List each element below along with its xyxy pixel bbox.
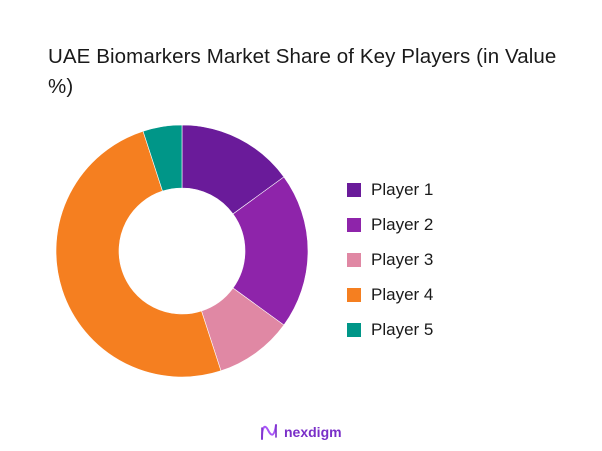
legend-item-player-1: Player 1 (347, 172, 433, 207)
legend-swatch-icon (347, 182, 361, 197)
legend-swatch-icon (347, 287, 361, 302)
legend-label: Player 1 (371, 179, 434, 199)
legend-label: Player 2 (371, 214, 434, 234)
legend-swatch-icon (347, 252, 361, 267)
legend-swatch-icon (347, 322, 361, 337)
legend-item-player-5: Player 5 (347, 312, 433, 347)
chart-title: UAE Biomarkers Market Share of Key Playe… (48, 45, 557, 98)
legend-label: Player 4 (371, 284, 434, 304)
legend-label: Player 3 (371, 249, 434, 269)
legend-item-player-4: Player 4 (347, 277, 433, 312)
slice-player-4 (55, 130, 222, 378)
legend-item-player-3: Player 3 (347, 242, 433, 277)
brand-logo: nexdigm (259, 422, 342, 442)
legend-swatch-icon (347, 217, 361, 232)
brand-name: nexdigm (284, 424, 342, 440)
slice-player-2 (232, 176, 309, 326)
slice-player-5 (142, 124, 183, 192)
legend-item-player-2: Player 2 (347, 207, 433, 242)
nexdigm-logo-icon (261, 424, 277, 440)
legend-label: Player 5 (371, 319, 434, 339)
chart-legend: Player 1 Player 2 Player 3 Player 4 Play… (347, 172, 433, 347)
